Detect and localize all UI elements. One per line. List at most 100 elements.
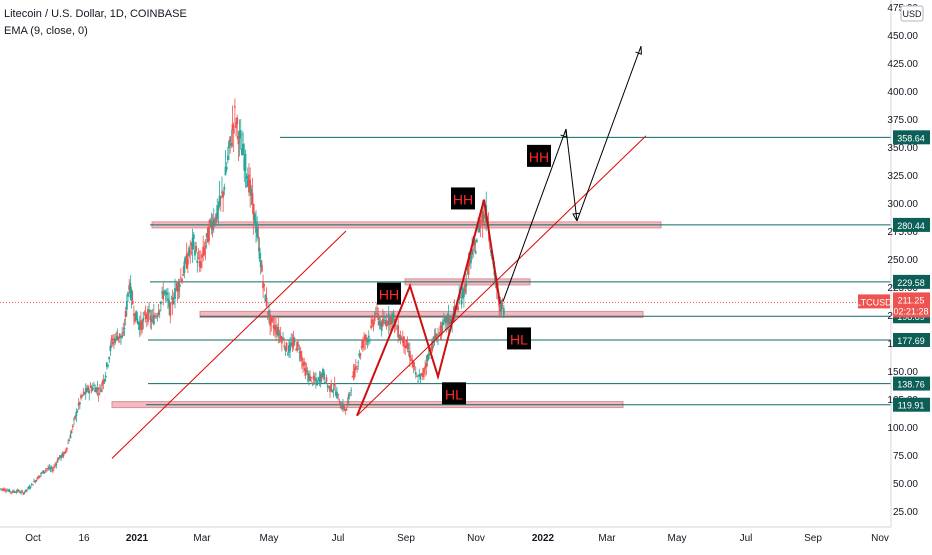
candle-body xyxy=(137,322,140,325)
price-level-tag-text: 138.76 xyxy=(897,380,925,390)
candle-body xyxy=(212,218,215,225)
candle-body xyxy=(46,468,48,470)
price-level-tag xyxy=(893,130,930,145)
swing-label-text: HH xyxy=(453,191,473,207)
candle-body xyxy=(21,491,24,493)
candle-body xyxy=(471,248,474,255)
candle-body xyxy=(327,386,330,388)
candle-body xyxy=(225,166,228,170)
candle-body xyxy=(231,124,234,131)
candle-body xyxy=(285,342,288,351)
arrow-head xyxy=(560,129,567,138)
candle-body xyxy=(265,297,268,307)
candle-body xyxy=(457,306,459,311)
candle-body xyxy=(248,174,250,193)
candle-body xyxy=(50,467,53,470)
candle-body xyxy=(40,473,43,475)
countdown-text: 02:21:28 xyxy=(893,306,928,316)
candle-body xyxy=(130,289,133,300)
candle-body xyxy=(127,292,129,297)
swing-label-text: HH xyxy=(379,287,399,303)
candle-body xyxy=(391,314,394,324)
candle-body xyxy=(211,225,214,231)
candle-body xyxy=(431,340,434,351)
candle-body xyxy=(340,405,343,409)
candle-body xyxy=(364,335,367,341)
candle-body xyxy=(103,379,106,382)
candle-body xyxy=(76,411,79,412)
candle-body xyxy=(337,393,340,395)
candle-body xyxy=(351,376,354,378)
candle-body xyxy=(427,353,430,360)
candle-body xyxy=(80,395,82,399)
candle-body xyxy=(190,243,193,246)
candle-body xyxy=(172,301,175,304)
y-tick-label: 400.00 xyxy=(887,87,918,98)
candle-body xyxy=(423,368,425,374)
candle-body xyxy=(68,440,71,442)
supply-demand-zone xyxy=(199,310,644,318)
candle-body xyxy=(15,491,18,493)
candle-body xyxy=(323,372,326,380)
candle-body xyxy=(478,222,481,233)
candle-body xyxy=(61,453,64,457)
candle-body xyxy=(286,354,289,356)
candle-body xyxy=(4,490,7,492)
candle-body xyxy=(91,387,94,390)
candle-body xyxy=(440,324,443,336)
candle-body xyxy=(279,335,282,341)
candle-body xyxy=(406,343,409,350)
projection-path xyxy=(502,46,642,302)
candle-body xyxy=(39,475,41,477)
candle-body xyxy=(262,281,264,289)
candle-body xyxy=(23,492,26,494)
candle-body xyxy=(271,318,274,321)
candle-body xyxy=(255,221,257,233)
candle-body xyxy=(460,299,463,305)
candle-body xyxy=(228,141,230,149)
y-tick-label: 100.00 xyxy=(887,423,918,434)
price-level-tag-text: 119.91 xyxy=(898,401,925,411)
candle-body xyxy=(105,362,108,367)
candle-body xyxy=(405,340,408,348)
candle-body xyxy=(214,222,216,224)
candle-body xyxy=(51,469,54,472)
candle-body xyxy=(309,375,311,382)
candle-body xyxy=(185,253,188,269)
candle-body xyxy=(374,313,377,314)
candle-body xyxy=(8,489,11,493)
candle-body xyxy=(338,403,341,405)
candle-body xyxy=(484,216,486,219)
candle-body xyxy=(73,419,75,421)
candle-body xyxy=(306,373,309,376)
candle-body xyxy=(432,339,435,343)
y-tick-label: 375.00 xyxy=(887,115,918,126)
candle-body xyxy=(387,313,390,324)
candle-body xyxy=(140,320,142,329)
candle-body xyxy=(195,245,198,251)
candle-body xyxy=(291,342,294,348)
candle-body xyxy=(58,455,61,458)
candle-body xyxy=(12,490,14,493)
candle-body xyxy=(125,300,128,310)
candle-body xyxy=(277,326,280,336)
x-tick-label: Jul xyxy=(332,533,345,544)
candle-body xyxy=(216,205,219,219)
candle-body xyxy=(120,335,122,338)
candle-body xyxy=(479,219,482,228)
candle-body xyxy=(241,148,243,156)
candle-body xyxy=(201,254,203,258)
candle-body xyxy=(16,489,19,492)
candle-body xyxy=(49,468,52,470)
candle-body xyxy=(165,292,168,295)
candle-body xyxy=(289,342,291,352)
candle-body xyxy=(304,368,307,376)
candle-body xyxy=(187,259,189,265)
candle-body xyxy=(203,247,206,255)
candle-body xyxy=(170,298,173,300)
candle-body xyxy=(239,134,242,136)
y-tick-label: 50.00 xyxy=(893,479,918,490)
candle-body xyxy=(197,257,200,259)
